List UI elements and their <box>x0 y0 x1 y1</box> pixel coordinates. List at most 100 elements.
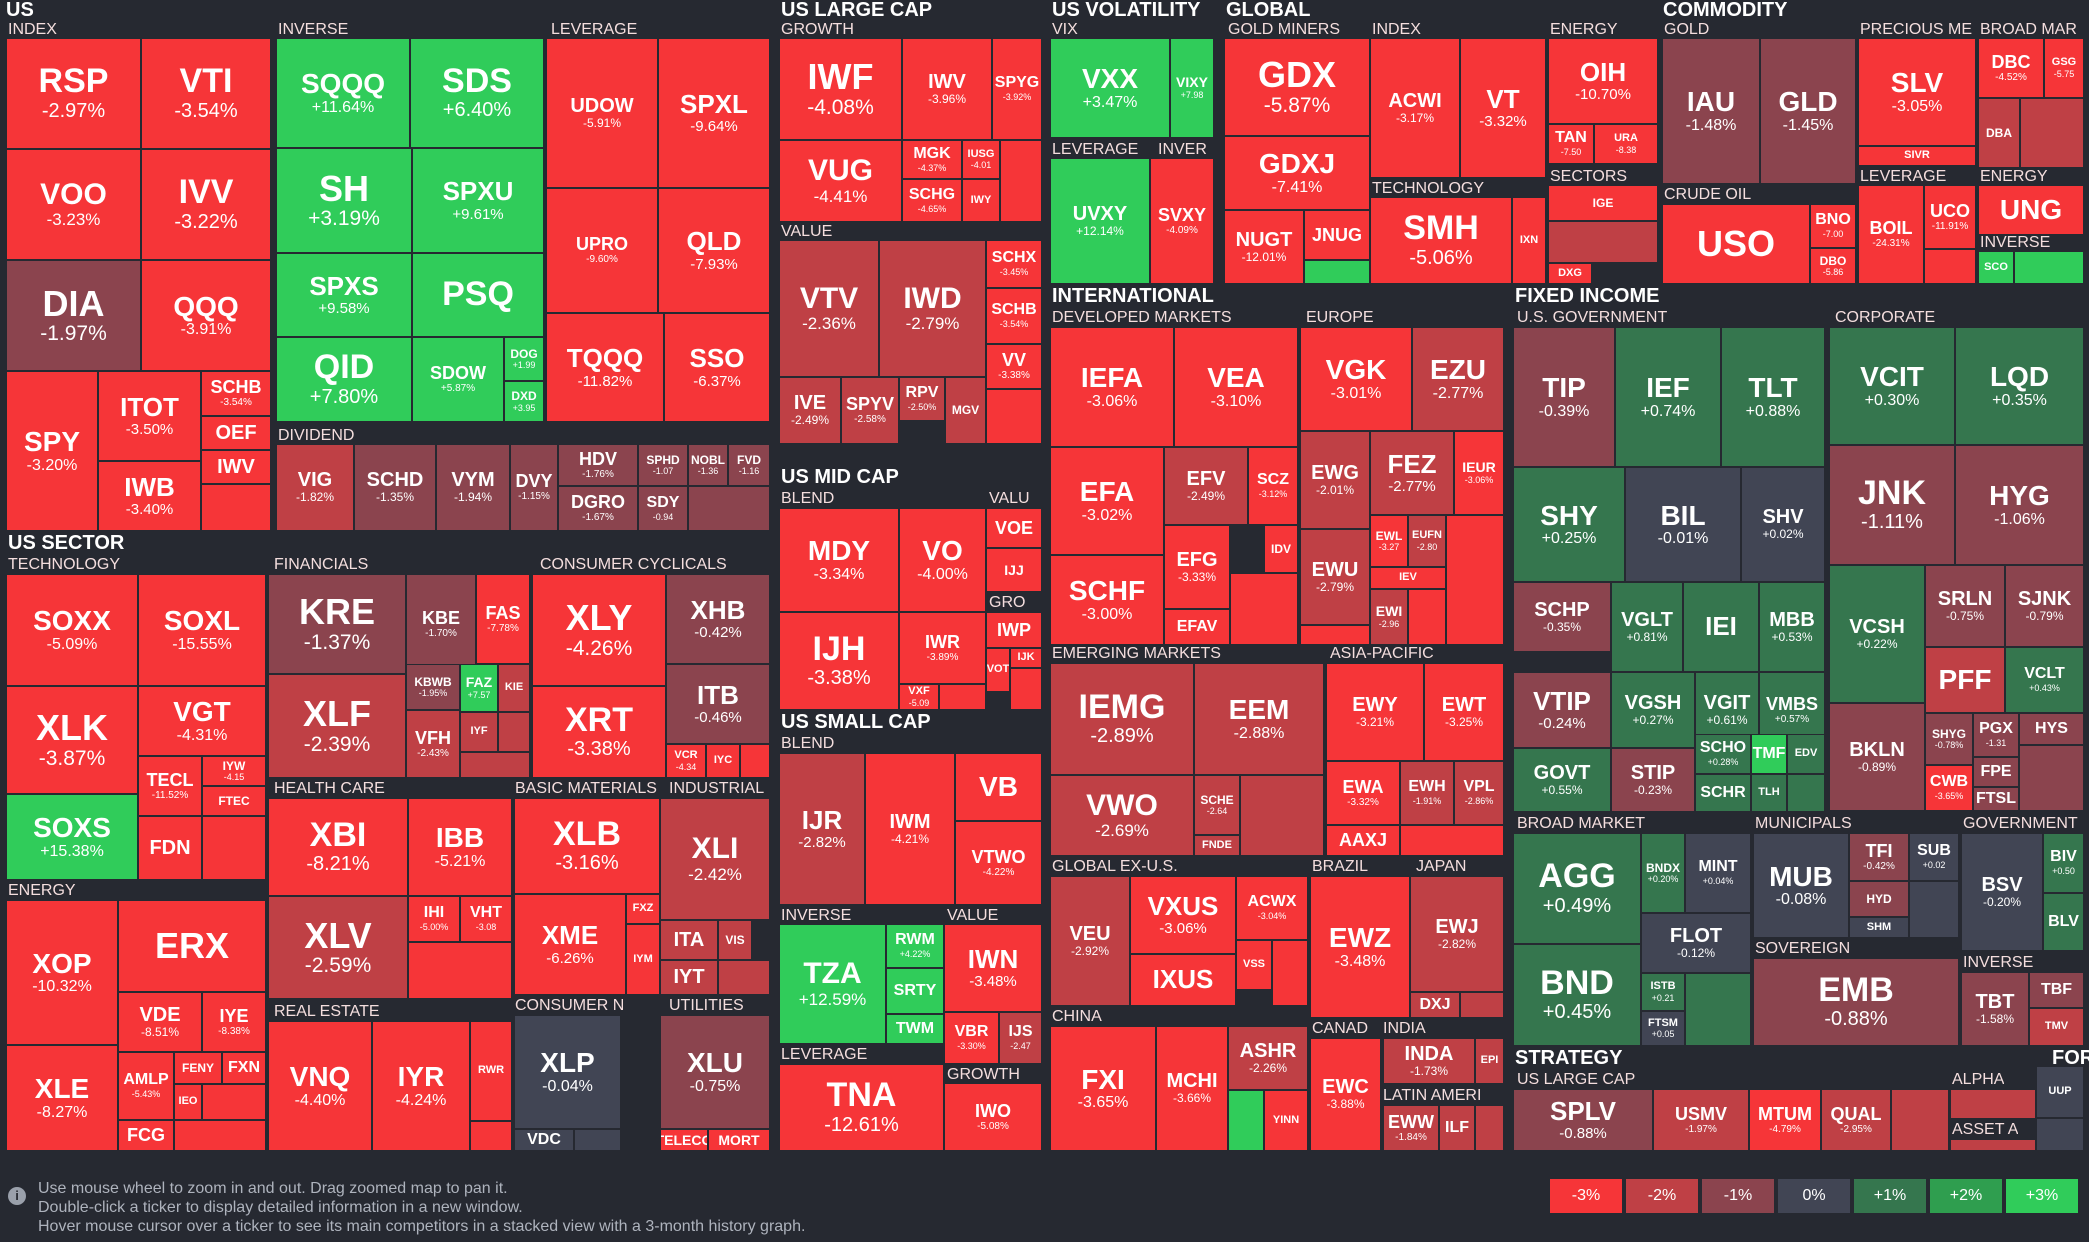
ticker-tile[interactable] <box>1787 774 1825 812</box>
ticker-tile-ewy[interactable]: EWY -3.21% <box>1326 663 1424 761</box>
ticker-tile[interactable] <box>718 960 770 995</box>
ticker-tile-sivr[interactable]: SIVR <box>1858 146 1976 166</box>
ticker-tile-srln[interactable]: SRLN -0.75% <box>1925 565 2005 647</box>
ticker-tile-kbwb[interactable]: KBWB -1.95% <box>406 664 460 710</box>
ticker-tile[interactable] <box>1475 1105 1504 1151</box>
ticker-tile[interactable] <box>574 1129 621 1151</box>
ticker-tile-smh[interactable]: SMH -5.06% <box>1370 197 1512 284</box>
ticker-tile-schf[interactable]: SCHF -3.00% <box>1050 555 1164 645</box>
ticker-tile-itot[interactable]: ITOT -3.50% <box>98 371 201 461</box>
ticker-tile-tip[interactable]: TIP -0.39% <box>1513 327 1615 467</box>
ticker-tile-ive[interactable]: IVE -2.49% <box>779 377 841 444</box>
ticker-tile[interactable] <box>174 1120 266 1151</box>
ticker-tile-eem[interactable]: EEM -2.88% <box>1194 663 1324 775</box>
ticker-tile-iye[interactable]: IYE -8.38% <box>202 992 266 1052</box>
ticker-tile-dbo[interactable]: DBO -5.86 <box>1810 248 1856 284</box>
ticker-tile-efav[interactable]: EFAV <box>1164 609 1230 645</box>
ticker-tile-soxx[interactable]: SOXX -5.09% <box>6 574 138 686</box>
ticker-tile-itb[interactable]: ITB -0.46% <box>666 664 770 744</box>
ticker-tile-bkln[interactable]: BKLN -0.89% <box>1829 703 1925 811</box>
ticker-tile-lqd[interactable]: LQD +0.35% <box>1955 327 2084 445</box>
ticker-tile-iwv[interactable]: IWV <box>201 450 271 484</box>
ticker-tile-cwb[interactable]: CWB -3.65% <box>1925 765 1973 811</box>
ticker-tile-vt[interactable]: VT -3.32% <box>1460 38 1546 178</box>
ticker-tile-ieur[interactable]: IEUR -3.06% <box>1454 431 1504 515</box>
ticker-tile-dia[interactable]: DIA -1.97% <box>6 260 141 371</box>
ticker-tile-bsv[interactable]: BSV -0.20% <box>1961 833 2043 951</box>
ticker-tile-vxx[interactable]: VXX +3.47% <box>1050 38 1170 138</box>
ticker-tile-spyv[interactable]: SPYV -2.58% <box>841 377 899 444</box>
ticker-tile[interactable] <box>1408 589 1446 645</box>
ticker-tile-dog[interactable]: DOG +1.99 <box>504 337 544 381</box>
ticker-tile-bil[interactable]: BIL -0.01% <box>1625 467 1741 582</box>
ticker-tile-ita[interactable]: ITA <box>660 920 718 960</box>
ticker-tile[interactable] <box>1460 992 1504 1018</box>
ticker-tile-fas[interactable]: FAS -7.78% <box>476 574 530 664</box>
ticker-tile-vglt[interactable]: VGLT +0.81% <box>1611 582 1683 672</box>
ticker-tile-bno[interactable]: BNO -7.00 <box>1810 204 1856 248</box>
ticker-tile-acwi[interactable]: ACWI -3.17% <box>1370 38 1460 178</box>
ticker-tile-xlp[interactable]: XLP -0.04% <box>514 1015 621 1129</box>
ticker-tile-fxn[interactable]: FXN <box>222 1052 266 1084</box>
ticker-tile-tna[interactable]: TNA -12.61% <box>779 1064 944 1151</box>
ticker-tile-usmv[interactable]: USMV -1.97% <box>1653 1089 1749 1151</box>
ticker-tile-rwr[interactable]: RWR <box>470 1021 512 1121</box>
ticker-tile-vbr[interactable]: VBR -3.30% <box>944 1012 999 1064</box>
ticker-tile-gdx[interactable]: GDX -5.87% <box>1224 38 1370 136</box>
ticker-tile-vti[interactable]: VTI -3.54% <box>141 38 271 149</box>
ticker-tile-uvxy[interactable]: UVXY +12.14% <box>1050 158 1150 284</box>
ticker-tile-iau[interactable]: IAU -1.48% <box>1662 38 1760 184</box>
ticker-tile-pgx[interactable]: PGX -1.31 <box>1973 713 2019 757</box>
ticker-tile-spyg[interactable]: SPYG -3.92% <box>992 38 1042 140</box>
ticker-tile-xlb[interactable]: XLB -3.16% <box>514 798 660 894</box>
ticker-tile[interactable] <box>1685 973 1751 1046</box>
ticker-tile-agg[interactable]: AGG +0.49% <box>1513 833 1641 944</box>
ticker-tile-erx[interactable]: ERX <box>118 900 266 992</box>
ticker-tile-uup[interactable]: UUP <box>2036 1066 2084 1118</box>
ticker-tile[interactable] <box>740 744 770 778</box>
ticker-tile-sphd[interactable]: SPHD -1.07 <box>638 444 688 486</box>
ticker-tile-vgt[interactable]: VGT -4.31% <box>138 686 266 756</box>
ticker-tile-aaxj[interactable]: AAXJ <box>1326 825 1400 856</box>
ticker-tile-vtwo[interactable]: VTWO -4.22% <box>955 821 1042 905</box>
ticker-tile-hyd[interactable]: HYD <box>1849 881 1909 917</box>
ticker-tile-xhb[interactable]: XHB -0.42% <box>666 574 770 664</box>
ticker-tile-srty[interactable]: SRTY <box>886 968 944 1014</box>
ticker-tile-iemg[interactable]: IEMG -2.89% <box>1050 663 1194 775</box>
ticker-tile-fxi[interactable]: FXI -3.65% <box>1050 1026 1156 1151</box>
ticker-tile-sh[interactable]: SH +3.19% <box>276 148 412 253</box>
ticker-tile-qid[interactable]: QID +7.80% <box>276 337 412 422</box>
ticker-tile-fpe[interactable]: FPE <box>1973 757 2019 787</box>
ticker-tile-dxd[interactable]: DXD +3.95 <box>504 381 544 422</box>
ticker-tile-stip[interactable]: STIP -0.23% <box>1611 748 1695 812</box>
ticker-tile-boil[interactable]: BOIL -24.31% <box>1858 185 1924 284</box>
ticker-tile-istb[interactable]: ISTB +0.21 <box>1641 973 1685 1011</box>
ticker-tile-iusg[interactable]: IUSG -4.01 <box>962 140 1000 179</box>
ticker-tile[interactable] <box>1891 1089 1949 1151</box>
ticker-tile-tqqq[interactable]: TQQQ -11.82% <box>546 313 664 422</box>
ticker-tile-mint[interactable]: MINT +0.04% <box>1685 833 1751 913</box>
ticker-tile-vtip[interactable]: VTIP -0.24% <box>1513 672 1611 748</box>
ticker-tile-qual[interactable]: QUAL -2.95% <box>1821 1089 1891 1151</box>
ticker-tile-oih[interactable]: OIH -10.70% <box>1548 38 1658 124</box>
ticker-tile-shy[interactable]: SHY +0.25% <box>1513 467 1625 582</box>
ticker-tile-inda[interactable]: INDA -1.73% <box>1383 1038 1475 1084</box>
ticker-tile-ijr[interactable]: IJR -2.82% <box>779 753 865 905</box>
ticker-tile[interactable] <box>2019 745 2084 811</box>
ticker-tile[interactable] <box>202 1084 266 1120</box>
ticker-tile[interactable] <box>1548 221 1658 263</box>
ticker-tile[interactable] <box>470 1121 512 1151</box>
ticker-tile[interactable] <box>2020 98 2084 168</box>
ticker-tile[interactable] <box>688 486 770 531</box>
ticker-tile-vea[interactable]: VEA -3.10% <box>1174 327 1298 447</box>
ticker-tile-mdy[interactable]: MDY -3.34% <box>779 508 899 612</box>
ticker-tile-vxus[interactable]: VXUS -3.06% <box>1130 876 1236 954</box>
ticker-tile-mub[interactable]: MUB -0.08% <box>1753 833 1849 938</box>
ticker-tile-ezu[interactable]: EZU -2.77% <box>1412 327 1504 431</box>
ticker-tile-fvd[interactable]: FVD -1.16 <box>728 444 770 486</box>
ticker-tile-mgk[interactable]: MGK -4.37% <box>902 140 962 179</box>
ticker-tile-nugt[interactable]: NUGT -12.01% <box>1224 210 1304 284</box>
ticker-tile-vo[interactable]: VO -4.00% <box>899 508 986 612</box>
ticker-tile-vht[interactable]: VHT -3.08 <box>460 896 512 942</box>
ticker-tile-xlv[interactable]: XLV -2.59% <box>268 896 408 999</box>
